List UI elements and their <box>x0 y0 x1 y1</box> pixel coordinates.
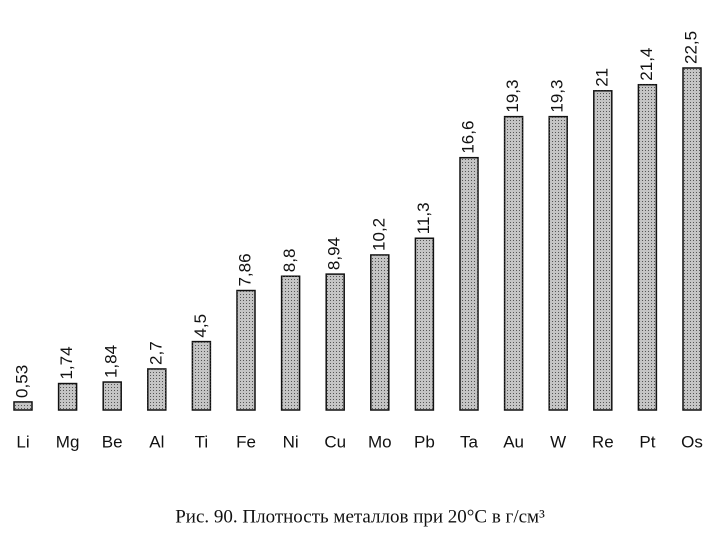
x-tick-label: Be <box>102 432 123 451</box>
bar <box>325 273 345 411</box>
bar <box>548 115 568 411</box>
caption: Рис. 90. Плотность металлов при 20°C в г… <box>175 506 545 527</box>
value-label: 11,3 <box>414 202 433 234</box>
x-tick-label: Cu <box>324 432 346 451</box>
value-label: 0,53 <box>12 365 31 398</box>
x-tick-label: Ti <box>195 432 209 451</box>
x-tick-label: Mg <box>56 432 80 451</box>
x-tick-label: Au <box>503 432 524 451</box>
x-tick-label: Al <box>149 432 164 451</box>
x-tick-label: Ni <box>283 432 299 451</box>
bar <box>682 67 702 411</box>
bar <box>57 382 78 411</box>
bar <box>637 83 658 411</box>
x-tick-label: Re <box>592 432 614 451</box>
value-label: 19,3 <box>503 80 522 113</box>
value-label: 7,86 <box>235 253 254 286</box>
bar <box>370 254 390 411</box>
bar <box>102 381 122 411</box>
bar <box>593 90 613 411</box>
bar <box>280 275 301 411</box>
x-tick-label: Mo <box>368 432 392 451</box>
bar <box>414 237 435 411</box>
bar <box>147 368 167 411</box>
value-label: 8,8 <box>280 249 299 273</box>
x-tick-label: Os <box>681 432 703 451</box>
value-label: 2,7 <box>146 341 165 365</box>
bar <box>459 156 479 411</box>
value-label: 8,94 <box>325 237 344 270</box>
x-tick-label: Pt <box>639 432 655 451</box>
x-tick-label: W <box>550 432 566 451</box>
value-label: 21 <box>592 68 611 87</box>
value-label: 10,2 <box>369 218 388 251</box>
bar <box>236 289 256 411</box>
bar <box>503 115 524 411</box>
x-tick-label: Li <box>16 432 29 451</box>
value-label: 1,84 <box>102 345 121 378</box>
value-label: 22,5 <box>681 31 700 64</box>
value-label: 4,5 <box>191 314 210 338</box>
x-tick-label: Pb <box>414 432 435 451</box>
value-label: 21,4 <box>637 48 656 81</box>
value-label: 16,6 <box>458 121 477 154</box>
value-label: 19,3 <box>548 80 567 113</box>
bar <box>13 401 33 411</box>
x-tick-label: Fe <box>236 432 256 451</box>
value-label: 1,74 <box>57 346 76 379</box>
x-tick-label: Ta <box>460 432 479 451</box>
bar <box>191 340 212 411</box>
